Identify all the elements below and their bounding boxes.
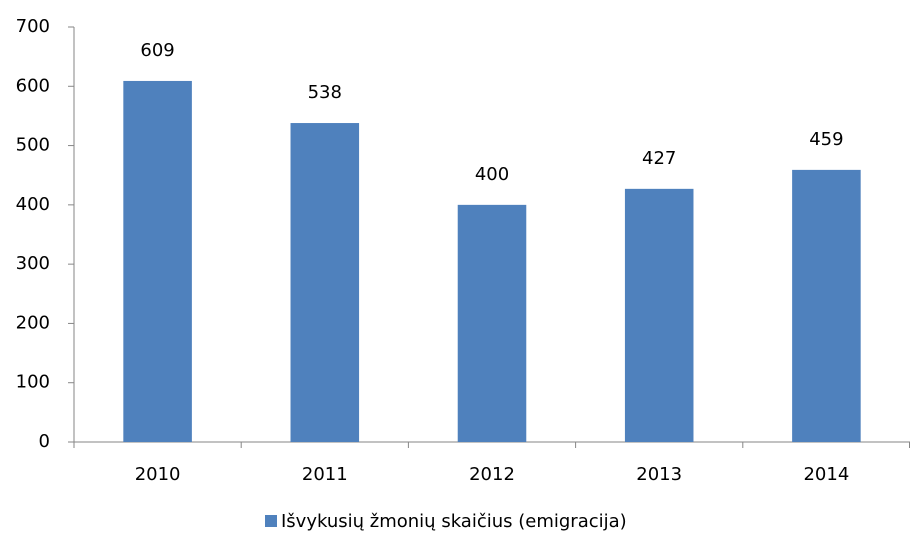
- bar: [290, 123, 360, 443]
- y-tick-label: 0: [39, 431, 50, 452]
- data-label: 400: [475, 164, 509, 185]
- data-label: 538: [308, 82, 342, 103]
- bar: [624, 188, 694, 442]
- y-tick-label: 100: [16, 372, 50, 393]
- y-tick-label: 200: [16, 312, 50, 333]
- data-label: 459: [809, 129, 843, 150]
- y-tick-label: 300: [16, 253, 50, 274]
- y-tick-label: 500: [16, 135, 50, 156]
- x-tick-label: 2014: [803, 464, 849, 485]
- x-tick-label: 2011: [302, 464, 348, 485]
- data-label: 427: [642, 148, 676, 169]
- y-tick-label: 400: [16, 194, 50, 215]
- y-tick-label: 700: [16, 16, 50, 37]
- legend-label: Išvykusių žmonių skaičius (emigracija): [281, 511, 627, 532]
- bar: [123, 80, 192, 442]
- bar: [792, 169, 861, 442]
- x-tick-label: 2012: [469, 464, 515, 485]
- bar: [457, 204, 527, 442]
- y-tick-label: 600: [16, 75, 50, 96]
- x-tick-label: 2013: [636, 464, 682, 485]
- data-label: 609: [140, 40, 174, 61]
- x-tick-label: 2010: [135, 464, 181, 485]
- legend-swatch: [265, 515, 277, 527]
